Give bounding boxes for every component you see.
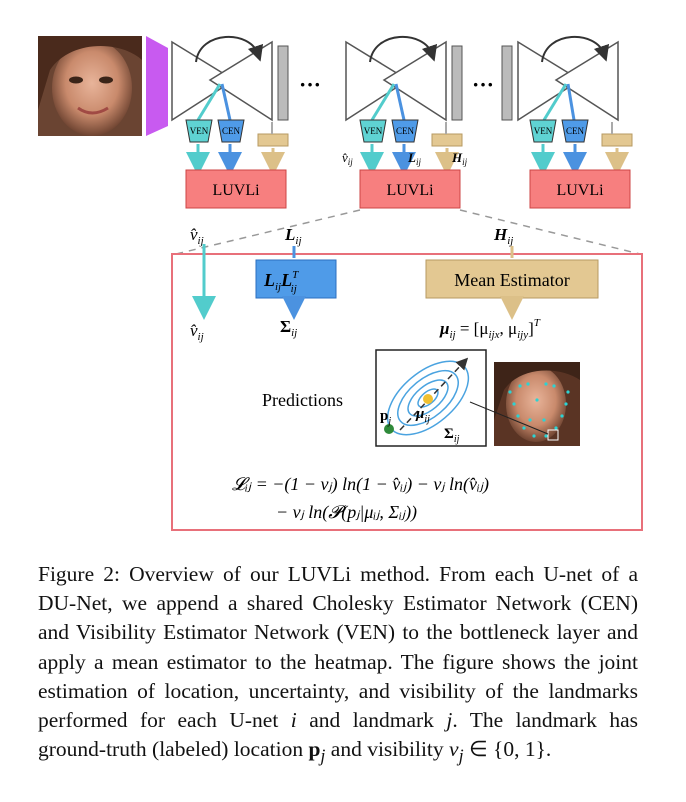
v-hat-top-label: v̂ij — [190, 225, 204, 247]
input-face-image — [38, 36, 142, 136]
luvli-box-3: LUVLi — [556, 182, 604, 199]
ellipsis-1: ··· — [299, 72, 321, 97]
cholesky-box — [255, 259, 337, 299]
figure-caption: Figure 2: Overview of our LUVLi method. … — [38, 560, 638, 771]
cen-label-1: CEN — [222, 126, 241, 136]
caption-text-3: . The landmark has ground-truth (labeled… — [38, 708, 638, 762]
detail-box — [171, 253, 643, 531]
mu-equation: μij = [μijx, μijy]T — [439, 317, 541, 341]
predictions-label: Predictions — [262, 390, 343, 410]
v-hat-label-2: v̂ij — [342, 150, 353, 167]
ellipsis-2: ··· — [472, 72, 494, 97]
luvli-box-2: LUVLi — [386, 182, 434, 199]
H-label-2: Hij — [451, 150, 468, 167]
cen-label-2: CEN — [396, 126, 415, 136]
caption-var-i: i — [290, 708, 297, 733]
caption-text-1: Figure 2: Overview of our LUVLi method. … — [38, 562, 638, 733]
sigma-label: Σij — [444, 426, 460, 445]
cen-label-3: CEN — [566, 126, 585, 136]
zoom-line-right — [459, 209, 641, 255]
v-hat-out-label: v̂ij — [190, 321, 204, 343]
p-label: pj — [380, 408, 391, 427]
mean-estimator-label: Mean Estimator — [454, 270, 569, 290]
luvli-box-1: LUVLi — [212, 182, 260, 199]
loss-equation-line1: 𝓛ᵢⱼ = −(1 − vⱼ) ln(1 − v̂ᵢⱼ) − vⱼ ln(v̂ᵢ… — [232, 474, 489, 495]
caption-var-p: p — [308, 737, 321, 762]
sigma-out-label: Σij — [280, 317, 297, 339]
uncertainty-ellipse-panel: pj μij Σij — [375, 349, 487, 447]
caption-text-4: and visibility — [325, 737, 450, 762]
loss-equation-line2: − vⱼ ln(𝓟(pⱼ|μᵢⱼ, Σᵢⱼ)) — [276, 502, 417, 523]
cholesky-formula: LijLT ij — [263, 269, 299, 295]
unet-block-3: VEN CEN LUVLi — [501, 35, 633, 209]
caption-text-5: ∈ {0, 1}. — [463, 737, 552, 762]
L-label-2: Lij — [407, 150, 421, 167]
unet-block-2: VEN CEN v̂ij Lij Hij LUVLi — [342, 35, 468, 209]
ven-label-2: VEN — [364, 126, 383, 136]
caption-var-j: j — [446, 708, 453, 733]
mu-label: μij — [415, 406, 430, 425]
caption-var-v: v — [449, 737, 459, 762]
caption-var-p-sub: j — [320, 745, 326, 766]
landmark-face-image — [469, 362, 580, 446]
ven-label-1: VEN — [190, 126, 209, 136]
ven-label-3: VEN — [534, 126, 553, 136]
caption-var-v-sub: j — [458, 745, 464, 766]
input-layer-wedge — [146, 36, 168, 136]
luvli-diagram: VEN CEN LUVLi ··· VEN CEN v̂ij Lij Hij L… — [38, 35, 643, 531]
unet-block-1: VEN CEN LUVLi — [171, 35, 289, 209]
zoom-line-left — [175, 209, 361, 255]
H-top-label: Hij — [493, 225, 513, 247]
L-top-label: Lij — [284, 225, 302, 247]
caption-text-2: and landmark — [296, 708, 447, 733]
